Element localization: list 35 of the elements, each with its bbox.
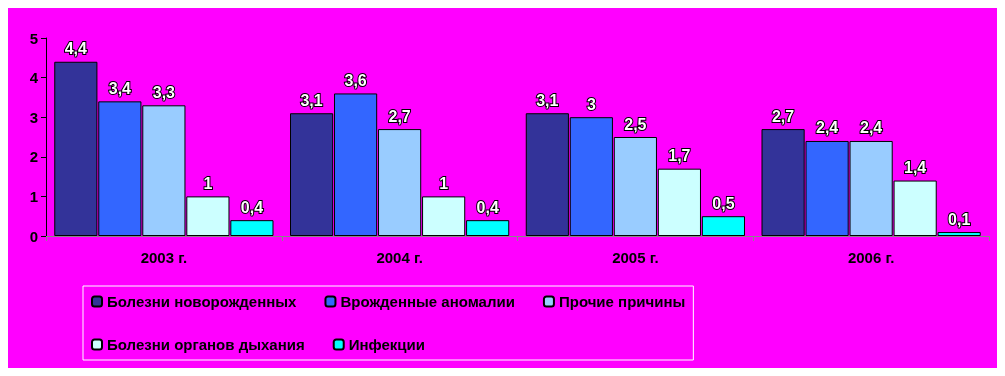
y-tick-label: 2 bbox=[29, 148, 38, 166]
data-label: 0,4 bbox=[476, 198, 499, 216]
data-label: 3,6 bbox=[344, 71, 367, 89]
data-label: 3,1 bbox=[300, 91, 323, 109]
legend-label: Врожденные аномалии bbox=[340, 293, 515, 310]
data-label: 1 bbox=[203, 174, 213, 192]
y-tick-label: 1 bbox=[29, 187, 38, 205]
y-tick-label: 4 bbox=[29, 69, 39, 87]
y-tick-label: 3 bbox=[29, 108, 38, 126]
x-tick-label: 2006 г. bbox=[847, 249, 895, 266]
legend-label: Болезни органов дыхания bbox=[107, 336, 305, 353]
data-label: 3,4 bbox=[108, 79, 132, 97]
data-label: 2,5 bbox=[624, 115, 647, 133]
y-tick-label: 5 bbox=[29, 29, 38, 47]
data-label: 2,4 bbox=[860, 119, 883, 137]
legend-label: Болезни новорожденных bbox=[107, 293, 298, 310]
data-label: 2,4 bbox=[815, 119, 839, 137]
data-label: 1,4 bbox=[904, 159, 927, 177]
data-label: 3,3 bbox=[152, 83, 176, 101]
data-label: 1,7 bbox=[668, 147, 691, 165]
data-label: 0,5 bbox=[712, 194, 735, 212]
data-label: 2,7 bbox=[388, 107, 411, 125]
legend-label: Прочие причины bbox=[558, 293, 686, 310]
x-tick-label: 2005 г. bbox=[612, 249, 659, 266]
data-label: 1 bbox=[439, 174, 449, 192]
data-label: 2,7 bbox=[771, 107, 795, 125]
x-tick-label: 2003 г. bbox=[140, 249, 188, 266]
data-label: 3 bbox=[586, 95, 596, 113]
x-tick-label: 2004 г. bbox=[376, 249, 423, 266]
data-label: 0,1 bbox=[948, 210, 971, 228]
data-label: 3,1 bbox=[536, 91, 559, 109]
y-tick-label: 0 bbox=[29, 227, 38, 245]
data-label: 4,4 bbox=[64, 40, 88, 58]
data-label: 0,4 bbox=[240, 198, 264, 216]
legend-label: Инфекции bbox=[348, 336, 426, 353]
